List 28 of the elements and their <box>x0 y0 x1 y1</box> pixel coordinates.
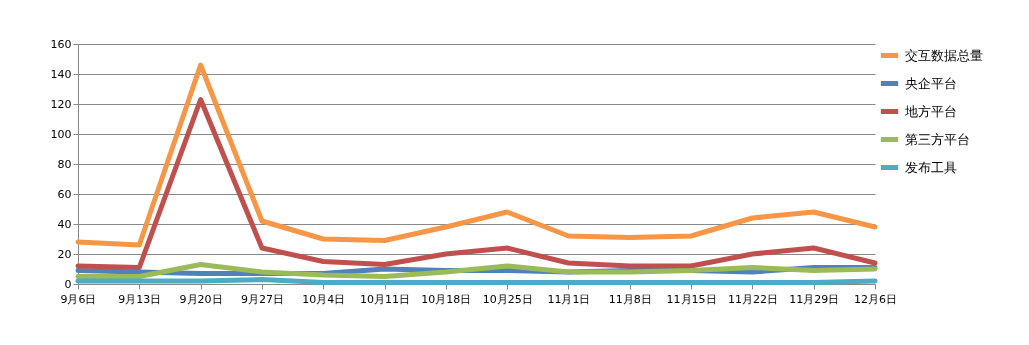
x-tick-label: 9月13日 <box>118 292 162 306</box>
y-tick-label: 0 <box>64 277 72 291</box>
x-tick-label: 12月6日 <box>854 292 897 306</box>
legend-label: 交互数据总量 <box>905 47 983 63</box>
x-tick-label: 11月15日 <box>666 292 717 306</box>
x-tick-label: 9月20日 <box>179 292 223 306</box>
x-tick-label: 10月25日 <box>482 292 533 306</box>
legend-label: 发布工具 <box>905 159 957 175</box>
y-tick-label: 80 <box>57 157 72 171</box>
x-tick-label: 11月22日 <box>727 292 778 306</box>
x-tick-label: 11月8日 <box>608 292 652 306</box>
x-tick-label: 10月4日 <box>302 292 346 306</box>
y-tick-label: 160 <box>50 37 72 51</box>
y-tick-label: 20 <box>57 247 72 261</box>
y-tick-label: 40 <box>57 217 72 231</box>
legend-label: 央企平台 <box>905 75 957 91</box>
y-tick-label: 60 <box>57 187 72 201</box>
x-tick-label: 10月18日 <box>421 292 472 306</box>
x-tick-label: 11月29日 <box>789 292 840 306</box>
legend-label: 地方平台 <box>904 103 957 119</box>
x-tick-label: 10月11日 <box>360 292 411 306</box>
x-tick-label: 11月1日 <box>547 292 591 306</box>
y-tick-label: 140 <box>50 67 72 81</box>
y-tick-label: 100 <box>50 127 72 141</box>
x-tick-label: 9月27日 <box>240 292 284 306</box>
y-tick-label: 120 <box>50 97 72 111</box>
legend-label: 第三方平台 <box>905 131 970 147</box>
x-tick-label: 9月6日 <box>60 292 97 306</box>
